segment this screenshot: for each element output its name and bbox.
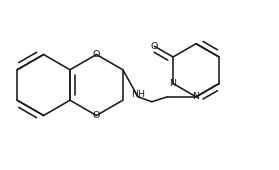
Text: NH: NH bbox=[131, 90, 145, 99]
Text: O: O bbox=[93, 111, 100, 120]
Text: N: N bbox=[193, 92, 199, 101]
Text: O: O bbox=[93, 50, 100, 59]
Text: N: N bbox=[170, 79, 177, 88]
Text: O: O bbox=[151, 42, 158, 51]
